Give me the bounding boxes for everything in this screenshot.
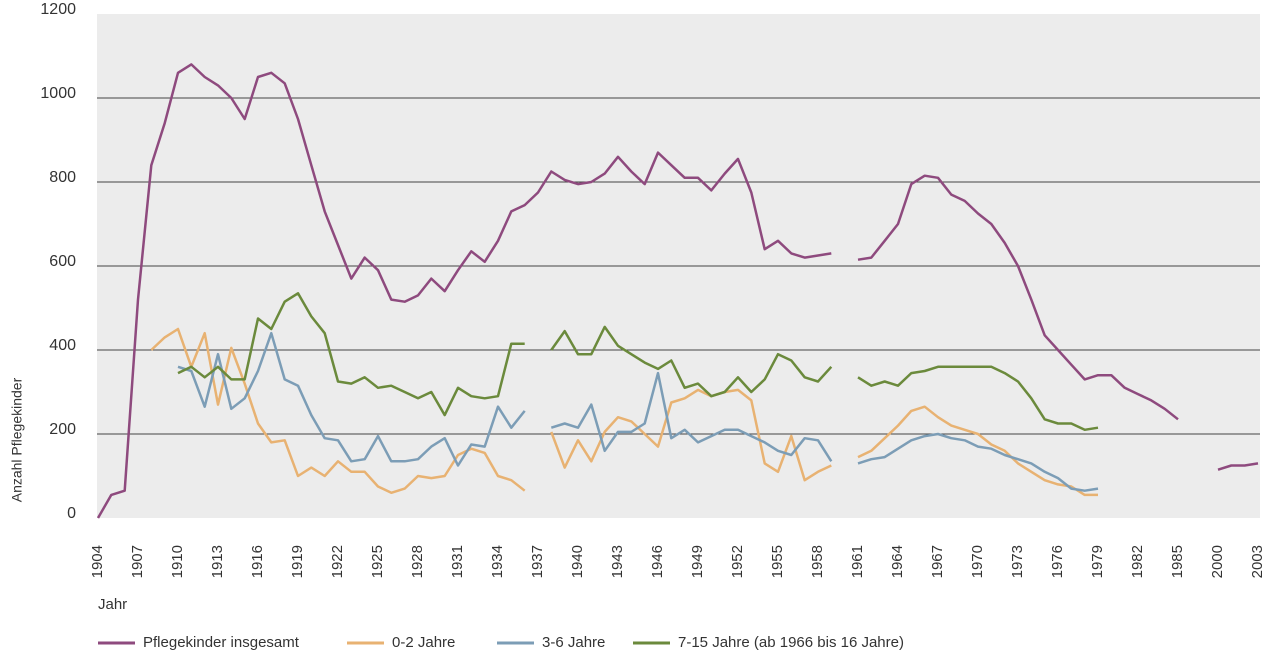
x-tick-label: 1973 [1009,545,1026,578]
y-axis-label: Anzahl Pflegekinder [9,377,25,502]
x-tick-label: 1931 [449,545,466,578]
x-tick-label: 1946 [649,545,666,578]
x-tick-label: 1913 [209,545,226,578]
x-tick-label: 1964 [889,545,906,578]
x-tick-label: 1979 [1089,545,1106,578]
y-tick-label: 0 [67,505,76,522]
x-tick-label: 1949 [689,545,706,578]
legend-label: Pflegekinder insgesamt [143,634,300,651]
x-tick-label: 1982 [1129,545,1146,578]
x-tick-label: 1943 [609,545,626,578]
y-tick-label: 800 [49,169,76,186]
x-tick-label: 1958 [809,545,826,578]
line-series [96,63,1259,519]
line-series [177,331,1099,492]
x-tick-label: 1934 [489,545,506,578]
y-tick-label: 200 [49,421,76,438]
x-tick-label: 1928 [409,545,426,578]
x-tick-label: 1922 [329,545,346,578]
y-tick-label: 1000 [40,85,76,102]
x-tick-label: 1904 [89,545,106,578]
x-tick-label: 1916 [249,545,266,578]
x-tick-label: 1976 [1049,545,1066,578]
legend-label: 7-15 Jahre (ab 1966 bis 16 Jahre) [678,634,904,651]
x-tick-label: 1961 [849,545,866,578]
x-tick-label: 1940 [569,545,586,578]
x-tick-label: 1919 [289,545,306,578]
line-series [177,292,1099,432]
x-tick-label: 1907 [129,545,146,578]
x-tick-label: 2000 [1209,545,1226,578]
y-tick-label: 1200 [40,1,76,18]
x-tick-label: 1910 [169,545,186,578]
x-axis-label: Jahr [98,596,127,613]
legend-label: 3-6 Jahre [542,634,605,651]
x-tick-label: 1937 [529,545,546,578]
x-tick-label: 1952 [729,545,746,578]
legend-label: 0-2 Jahre [392,634,455,651]
x-tick-label: 1925 [369,545,386,578]
y-tick-label: 400 [49,337,76,354]
x-tick-label: 2003 [1249,545,1266,578]
y-tick-label: 600 [49,253,76,270]
x-tick-label: 1970 [969,545,986,578]
x-tick-label: 1955 [769,545,786,578]
x-tick-label: 1967 [929,545,946,578]
x-tick-label: 1985 [1169,545,1186,578]
